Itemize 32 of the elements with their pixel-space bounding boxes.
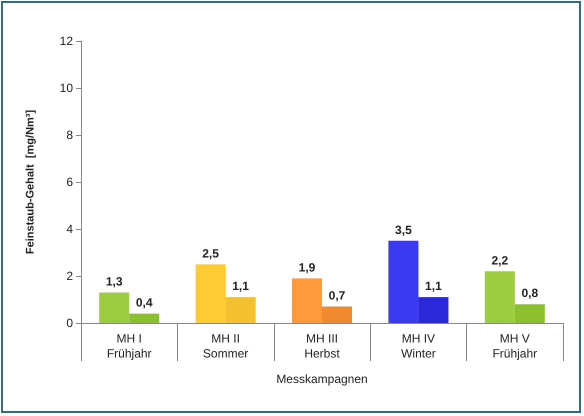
data-label: 0,8 [521, 286, 538, 300]
x-tick-label: MH I Frühjahr [106, 332, 152, 360]
data-label: 0,4 [136, 296, 153, 310]
y-axis-title: Feinstaub-Gehalt [mg/Nm³] [24, 110, 36, 254]
bar [514, 304, 545, 323]
data-label: 1,1 [425, 279, 442, 294]
x-tick-label: MH V Frühjahr [492, 332, 538, 360]
data-label: 2,5 [202, 246, 220, 260]
data-label: 0,7 [328, 288, 346, 303]
bar [484, 271, 515, 323]
data-label: 3,5 [395, 222, 412, 237]
bar [388, 240, 418, 323]
y-tick-label: 4 [66, 222, 74, 236]
x-axis-title: Messkampagnen [276, 372, 368, 386]
bar [322, 306, 352, 323]
bar [418, 297, 448, 323]
y-tick-label: 0 [66, 316, 74, 330]
bar [292, 278, 322, 323]
y-tick-label: 12 [60, 34, 74, 48]
x-tick-label: MH III Herbst [304, 332, 340, 360]
x-tick-label: MH II Sommer [202, 332, 248, 360]
data-label: 1,1 [232, 279, 250, 294]
data-label: 2,2 [491, 253, 508, 268]
bar [99, 292, 130, 323]
data-label: 1,3 [106, 274, 123, 288]
bar [129, 314, 160, 323]
y-tick-label: 8 [66, 128, 74, 142]
y-tick-label: 6 [66, 175, 74, 189]
y-tick-label: 2 [66, 269, 74, 283]
y-tick-label: 10 [60, 81, 74, 95]
data-label: 1,9 [298, 260, 316, 274]
x-tick-label: MH IV Winter [401, 332, 436, 360]
